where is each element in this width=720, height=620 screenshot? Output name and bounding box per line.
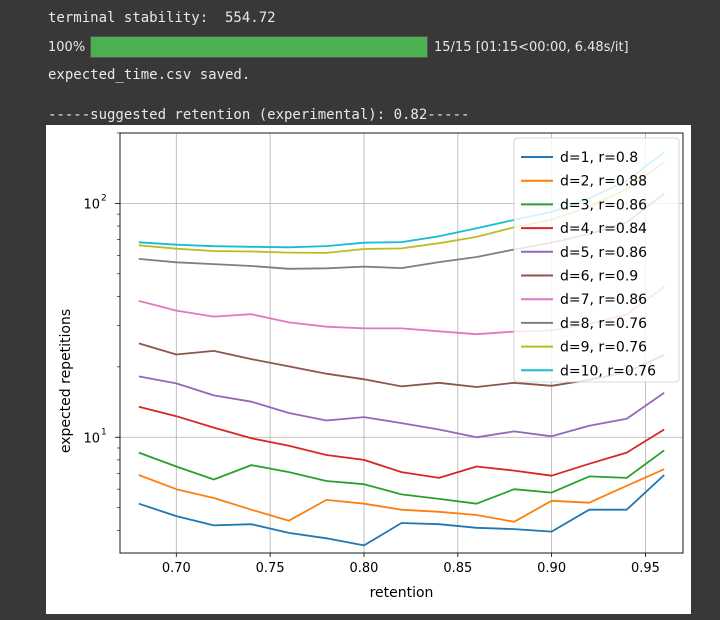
series-line bbox=[138, 375, 665, 439]
legend-label: d=6, r=0.9 bbox=[560, 269, 638, 285]
legend-label: d=5, r=0.86 bbox=[560, 245, 647, 261]
y-tick-exponent: 1 bbox=[101, 427, 107, 437]
y-tick-exponent: 2 bbox=[101, 193, 107, 203]
y-tick-label: 10 bbox=[83, 431, 100, 446]
chart-figure: 0.70 0.75 0.80 0.85 0.90 0.95 10 1 10 2 retention e… bbox=[46, 125, 691, 614]
plot-frame bbox=[119, 132, 684, 554]
progress-percent: 100% bbox=[48, 39, 86, 55]
series-line bbox=[138, 405, 665, 479]
series-line bbox=[138, 474, 665, 547]
x-tick-label: 0.80 bbox=[349, 561, 378, 576]
y-axis-label: expected repetitions bbox=[58, 309, 74, 453]
legend: d=1, r=0.8 d=2, r=0.88 d=3, r=0.86 d=4, r=0… bbox=[513, 137, 680, 383]
series-line bbox=[138, 449, 665, 505]
legend-label: d=1, r=0.8 bbox=[560, 150, 638, 166]
x-tick-label: 0.75 bbox=[256, 561, 285, 576]
legend-label: d=4, r=0.84 bbox=[560, 221, 647, 237]
terminal-stability-line: terminal stability: 554.72 bbox=[48, 10, 276, 26]
legend-label: d=8, r=0.76 bbox=[560, 316, 647, 332]
series-line bbox=[138, 468, 665, 523]
x-axis-label: retention bbox=[370, 585, 434, 601]
progress-status: 15/15 [01:15<00:00, 6.48s/it] bbox=[434, 39, 629, 55]
legend-box bbox=[513, 137, 680, 383]
x-tick-label: 0.90 bbox=[537, 561, 566, 576]
legend-label: d=3, r=0.86 bbox=[560, 197, 647, 213]
y-tick-label: 10 bbox=[83, 197, 100, 212]
progress-bar-fill bbox=[91, 37, 427, 57]
saved-message: expected_time.csv saved. bbox=[48, 67, 251, 83]
x-tick-label: 0.85 bbox=[443, 561, 472, 576]
x-tick-label: 0.95 bbox=[631, 561, 660, 576]
progress-bar bbox=[90, 36, 428, 58]
legend-label: d=10, r=0.76 bbox=[560, 363, 656, 379]
suggested-retention-line: -----suggested retention (experimental):… bbox=[48, 107, 470, 123]
x-tick-label: 0.70 bbox=[162, 561, 191, 576]
progress-row: 100% 15/15 [01:15<00:00, 6.48s/it] bbox=[48, 35, 629, 59]
legend-label: d=7, r=0.86 bbox=[560, 292, 647, 308]
legend-label: d=9, r=0.76 bbox=[560, 340, 647, 356]
legend-label: d=2, r=0.88 bbox=[560, 174, 647, 190]
